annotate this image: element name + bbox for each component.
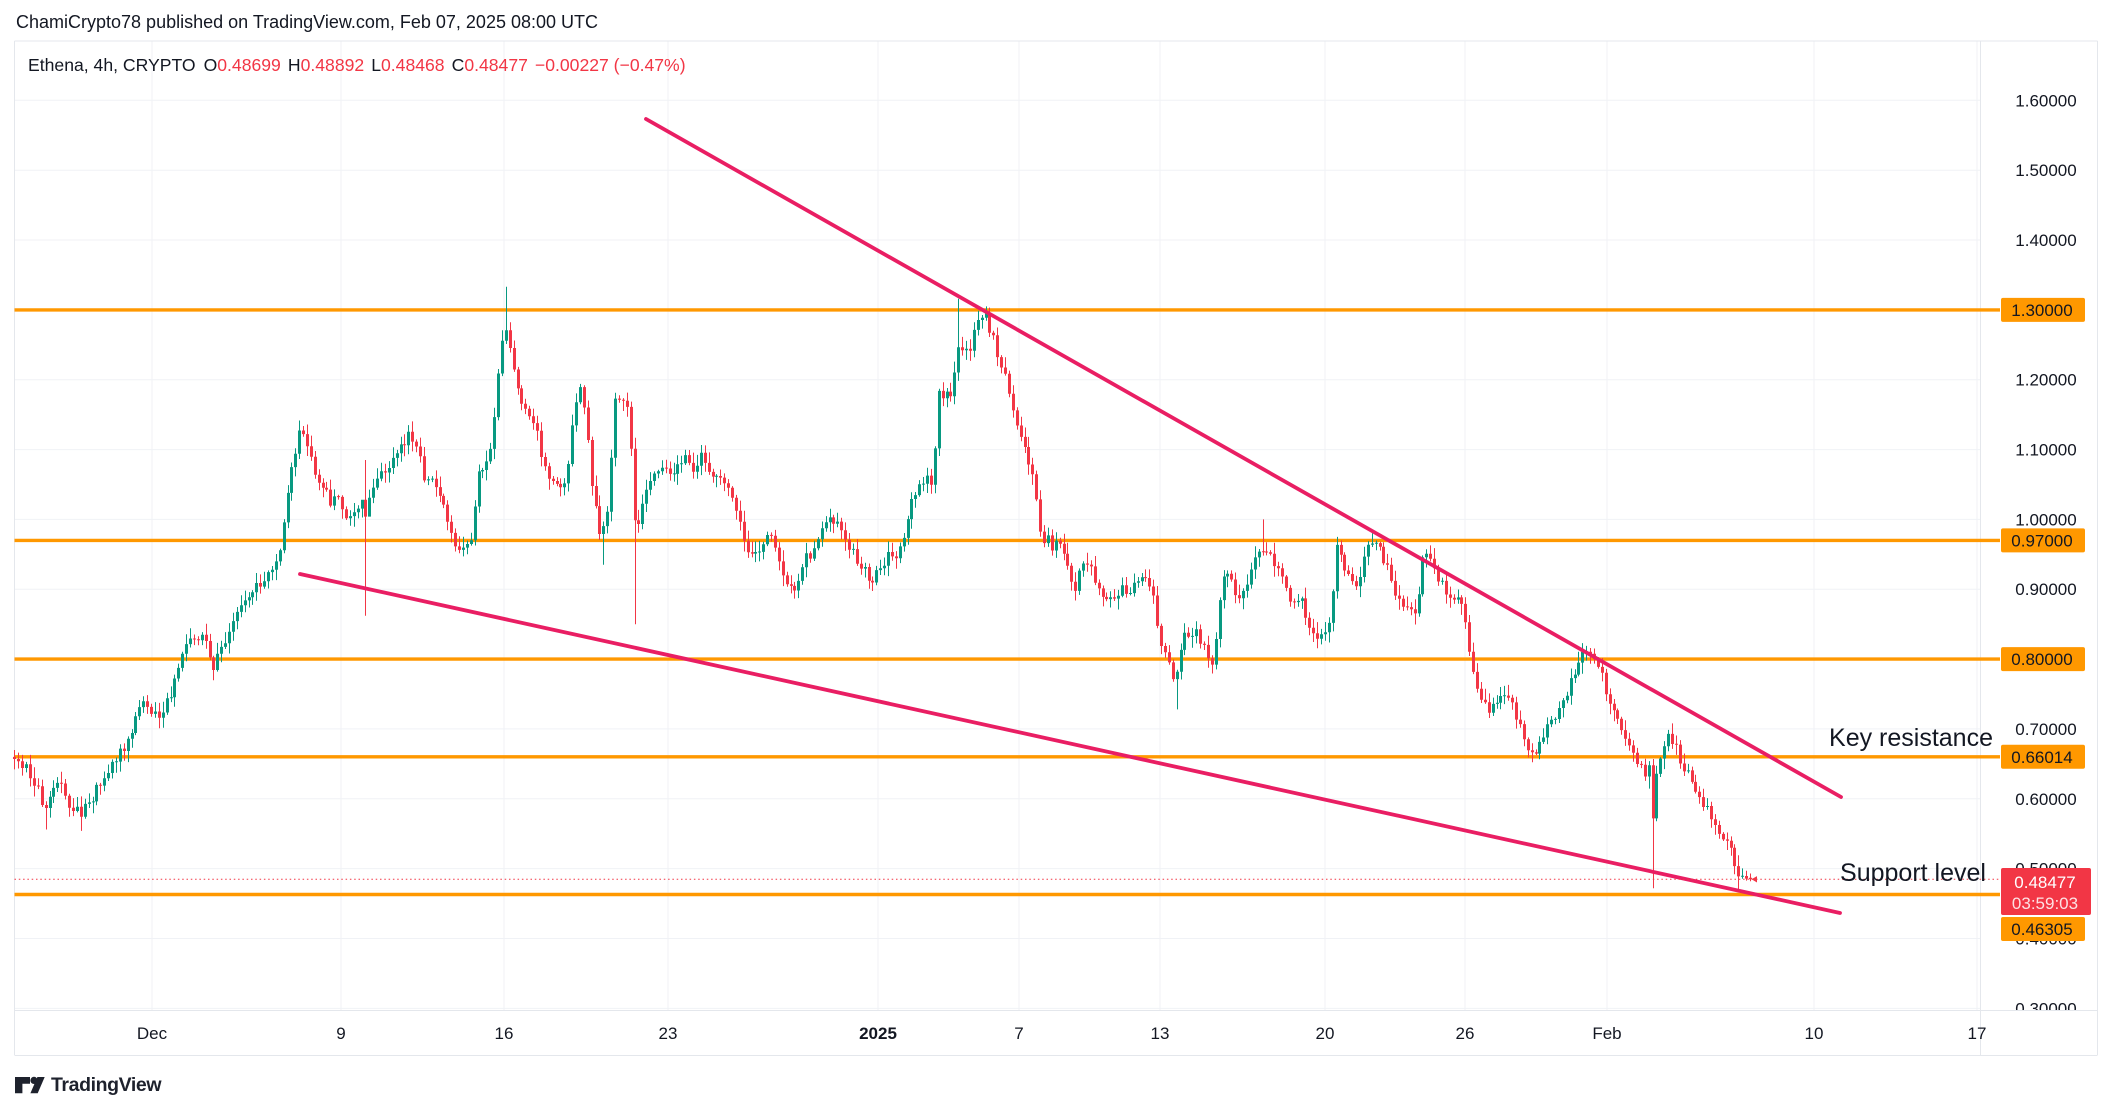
svg-text:0.66014: 0.66014 <box>2011 748 2072 767</box>
svg-text:26: 26 <box>1456 1024 1475 1043</box>
svg-text:13: 13 <box>1151 1024 1170 1043</box>
svg-text:TradingView: TradingView <box>51 1074 162 1096</box>
svg-text:ChamiCrypto78 published on Tra: ChamiCrypto78 published on TradingView.c… <box>16 12 598 32</box>
svg-text:1.10000: 1.10000 <box>2015 441 2076 460</box>
svg-text:Support level: Support level <box>1840 859 1986 887</box>
svg-text:20: 20 <box>1316 1024 1335 1043</box>
svg-text:0.90000: 0.90000 <box>2015 580 2076 599</box>
svg-text:0.80000: 0.80000 <box>2011 650 2072 669</box>
svg-text:1.30000: 1.30000 <box>2011 301 2072 320</box>
svg-text:2025: 2025 <box>859 1024 897 1043</box>
svg-text:10: 10 <box>1805 1024 1824 1043</box>
svg-text:1.50000: 1.50000 <box>2015 161 2076 180</box>
svg-text:9: 9 <box>336 1024 345 1043</box>
svg-text:1.60000: 1.60000 <box>2015 91 2076 110</box>
svg-text:0.48477: 0.48477 <box>2014 873 2075 892</box>
svg-text:0.30000: 0.30000 <box>2015 999 2076 1018</box>
svg-text:7: 7 <box>1014 1024 1023 1043</box>
svg-text:1.20000: 1.20000 <box>2015 371 2076 390</box>
svg-text:Key resistance: Key resistance <box>1829 724 1993 752</box>
svg-text:0.70000: 0.70000 <box>2015 720 2076 739</box>
svg-text:1.40000: 1.40000 <box>2015 231 2076 250</box>
svg-text:1.00000: 1.00000 <box>2015 510 2076 529</box>
svg-text:0.97000: 0.97000 <box>2011 531 2072 550</box>
svg-text:0.60000: 0.60000 <box>2015 790 2076 809</box>
svg-text:16: 16 <box>495 1024 514 1043</box>
svg-text:03:59:03: 03:59:03 <box>2012 894 2078 913</box>
svg-text:0.46305: 0.46305 <box>2011 920 2072 939</box>
svg-text:23: 23 <box>659 1024 678 1043</box>
svg-text:Dec: Dec <box>137 1024 168 1043</box>
svg-text:17: 17 <box>1968 1024 1987 1043</box>
svg-text:Feb: Feb <box>1592 1024 1621 1043</box>
